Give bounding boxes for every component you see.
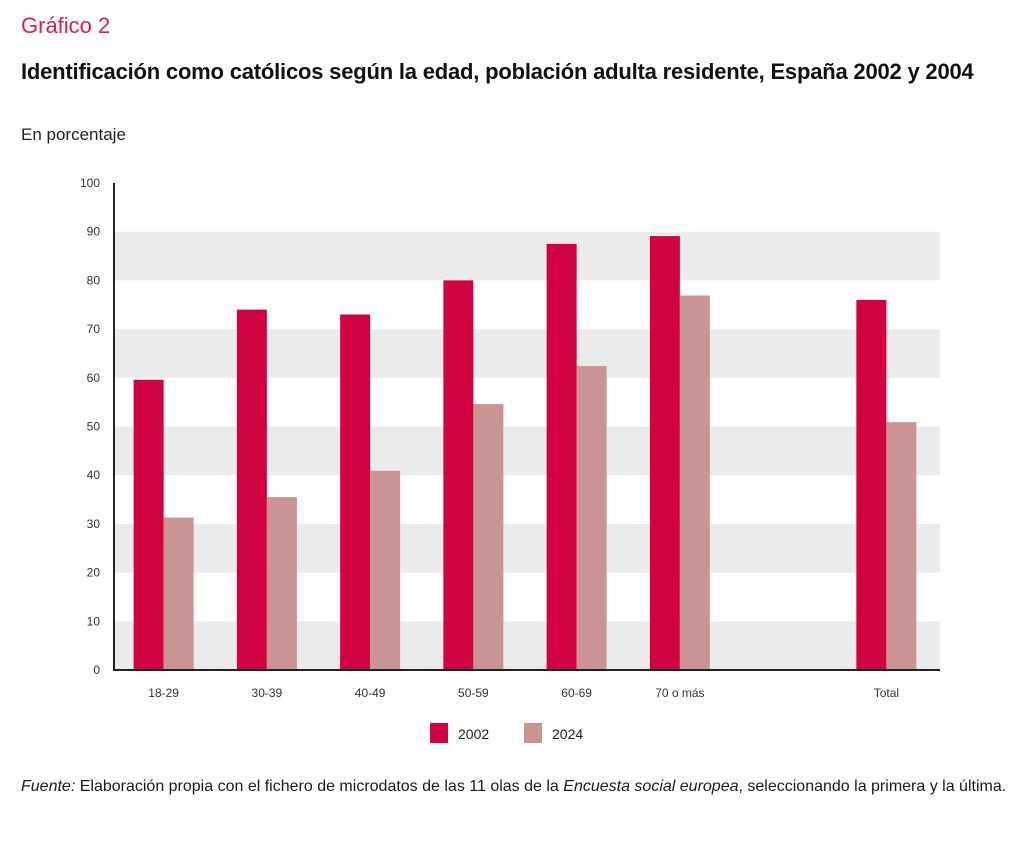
x-tick-label: 40-49 bbox=[355, 686, 386, 700]
grid-band bbox=[114, 231, 940, 281]
x-tick-label: 60-69 bbox=[561, 686, 592, 700]
y-tick-label: 70 bbox=[87, 322, 101, 336]
y-tick-label: 30 bbox=[87, 517, 101, 531]
bar-2024-Total bbox=[886, 422, 917, 670]
bar-2024-40-49 bbox=[370, 470, 401, 670]
bar-2024-30-39 bbox=[266, 497, 297, 670]
y-tick-label: 60 bbox=[87, 371, 101, 385]
y-tick-label: 100 bbox=[80, 176, 100, 190]
bar-2002-18-29 bbox=[133, 379, 164, 670]
source-title: Encuesta social europea bbox=[563, 778, 739, 795]
chart-subtitle: En porcentaje bbox=[21, 125, 126, 144]
x-tick-label: 70 o más bbox=[655, 686, 704, 700]
source-label: Fuente: bbox=[21, 778, 76, 795]
source-text-end: , seleccionando la primera y la última. bbox=[738, 778, 1007, 795]
bar-2002-40-49 bbox=[340, 314, 371, 670]
y-tick-label: 20 bbox=[87, 566, 101, 580]
y-tick-label: 50 bbox=[87, 420, 101, 434]
bar-2024-18-29 bbox=[163, 517, 194, 670]
bar-2002-50-59 bbox=[443, 280, 474, 670]
chart-title: Identificación como católicos según la e… bbox=[21, 59, 974, 84]
bar-2002-Total bbox=[856, 299, 887, 670]
legend-label-2024: 2024 bbox=[552, 726, 583, 742]
y-tick-label: 0 bbox=[93, 663, 100, 677]
x-tick-label: 30-39 bbox=[252, 686, 283, 700]
legend-swatch-2002 bbox=[430, 723, 448, 743]
bars bbox=[133, 236, 917, 670]
bar-chart: 0 10 20 30 40 50 60 70 80 90 100 18-29 30-39 40-49 50… bbox=[80, 176, 940, 743]
x-axis-ticks: 18-29 30-39 40-49 50-59 60-69 70 o más Total bbox=[148, 686, 899, 700]
bar-2002-70 o más bbox=[649, 236, 680, 670]
y-tick-label: 80 bbox=[87, 273, 101, 287]
x-tick-label: Total bbox=[874, 686, 899, 700]
bar-2024-60-69 bbox=[576, 366, 607, 670]
source-text: Elaboración propia con el fichero de mic… bbox=[75, 778, 564, 795]
source-note: Fuente: Elaboración propia con el ficher… bbox=[21, 775, 1011, 799]
legend-label-2002: 2002 bbox=[458, 726, 489, 742]
bar-2002-30-39 bbox=[236, 309, 267, 670]
y-tick-label: 90 bbox=[87, 225, 101, 239]
bar-2024-70 o más bbox=[679, 295, 710, 670]
legend: 2002 2024 bbox=[430, 723, 583, 743]
legend-swatch-2024 bbox=[524, 723, 542, 743]
bar-2002-60-69 bbox=[546, 243, 577, 670]
y-tick-label: 10 bbox=[87, 614, 101, 628]
x-tick-label: 50-59 bbox=[458, 686, 489, 700]
bar-2024-50-59 bbox=[473, 404, 504, 670]
y-axis-ticks: 0 10 20 30 40 50 60 70 80 90 100 bbox=[80, 176, 100, 677]
x-tick-label: 18-29 bbox=[148, 686, 179, 700]
chart-kicker: Gráfico 2 bbox=[21, 13, 111, 38]
y-tick-label: 40 bbox=[87, 468, 101, 482]
